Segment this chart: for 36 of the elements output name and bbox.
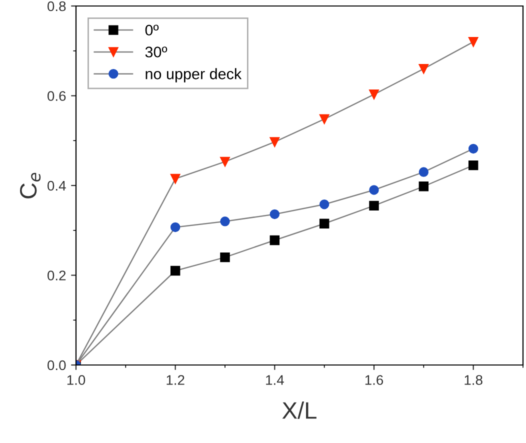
point [319, 218, 330, 229]
point [369, 90, 379, 100]
point [220, 252, 230, 262]
point [418, 64, 429, 74]
point [270, 235, 280, 246]
point [220, 216, 230, 226]
point [369, 185, 379, 195]
point [220, 156, 230, 167]
x-tick-label: 1.8 [464, 375, 482, 385]
point [369, 200, 379, 211]
y-tick-label: 0.4 [48, 180, 66, 191]
point [418, 167, 429, 177]
y-tick-label: 0.6 [48, 91, 66, 101]
point [170, 222, 180, 232]
y-tick-label: 0.0 [48, 360, 66, 370]
point [468, 37, 478, 47]
y-axis-title: C$_{e}$ [20, 172, 41, 198]
legend-label: 30º [145, 46, 168, 58]
y-tick-label: 0.8 [48, 1, 66, 12]
x-tick-label: 1.2 [166, 375, 184, 385]
point [319, 199, 330, 210]
point [270, 137, 280, 147]
y-tick-label: 0.2 [48, 270, 66, 280]
x-axis-title: X/L [282, 402, 316, 419]
x-tick-label: 1.6 [365, 375, 384, 385]
legend-label: 0º [145, 24, 159, 36]
point [270, 209, 280, 220]
x-tick-label: 1.0 [67, 375, 86, 385]
point [170, 266, 180, 276]
legend-label: no upper deck [146, 68, 242, 82]
x-tick-label: 1.4 [266, 375, 284, 385]
point [418, 182, 429, 192]
point [468, 144, 478, 154]
point [170, 174, 180, 184]
point [468, 160, 478, 170]
point [319, 114, 330, 124]
